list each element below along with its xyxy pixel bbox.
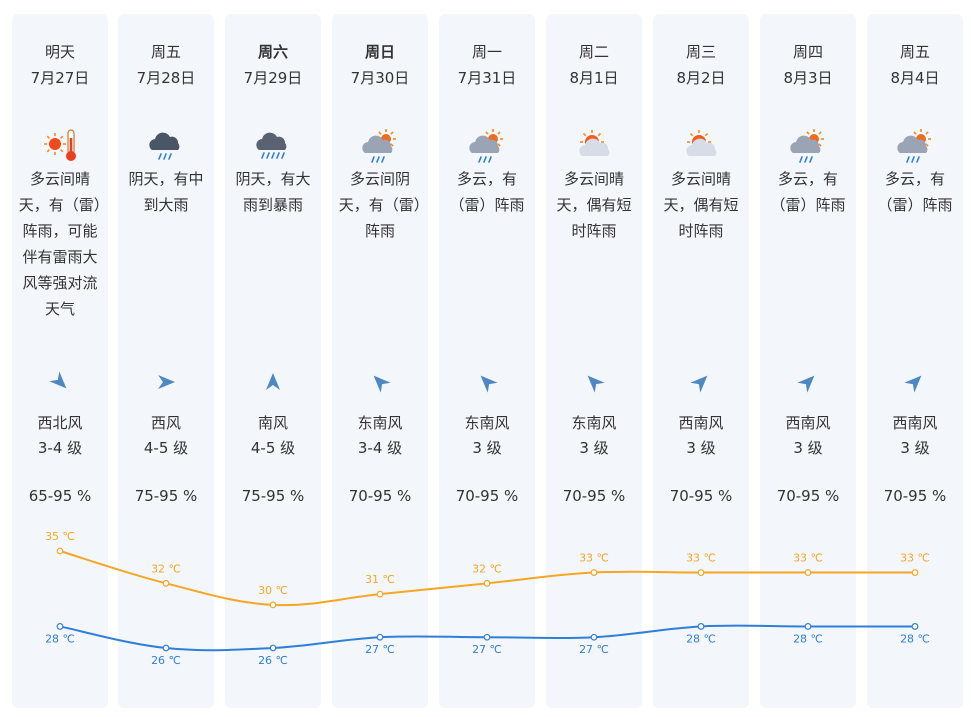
weekday-label: 周四	[792, 43, 823, 61]
weather-description: 多云间晴天，偶有短时阵雨	[663, 170, 739, 240]
cloudy-sun-rain-icon	[789, 126, 827, 164]
humidity: 70-95 %	[348, 487, 412, 505]
date-label: 8月1日	[569, 69, 619, 87]
humidity: 70-95 %	[883, 487, 947, 505]
weather-description: 阴天，有中到大雨	[128, 170, 204, 214]
weekday-label: 周五	[899, 43, 930, 61]
sun-cloud-shower-icon	[575, 126, 613, 164]
weather-description: 多云间阴天，有（雷）阵雨	[338, 170, 422, 240]
humidity: 70-95 %	[669, 487, 733, 505]
day-card: 周二 8月1日 多云间晴天，偶有短时阵雨 东南风 3 级 70-95 %	[546, 14, 642, 708]
wind-level: 3-4 级	[357, 439, 403, 457]
humidity: 75-95 %	[134, 487, 198, 505]
wind-direction: 西南风	[892, 414, 938, 432]
wind-direction-arrow-icon	[475, 370, 499, 394]
humidity: 75-95 %	[241, 487, 305, 505]
weather-description: 多云间晴天，偶有短时阵雨	[556, 170, 632, 240]
moderate-rain-icon	[147, 126, 185, 164]
cloudy-sun-rain-icon	[361, 126, 399, 164]
wind-direction: 西北风	[37, 414, 83, 432]
day-card: 周三 8月2日 多云间晴天，偶有短时阵雨 西南风 3 级 70-95 %	[653, 14, 749, 708]
wind-direction-arrow-icon	[689, 370, 713, 394]
date-label: 7月30日	[350, 69, 410, 87]
humidity: 70-95 %	[455, 487, 519, 505]
wind-direction-arrow-icon	[903, 370, 927, 394]
wind-direction-arrow-icon	[582, 370, 606, 394]
day-card: 周一 7月31日 多云，有（雷）阵雨 东南风 3 级 70-95 %	[439, 14, 535, 708]
wind-direction-arrow-icon	[154, 370, 178, 394]
wind-direction-arrow-icon	[261, 370, 285, 394]
day-card: 周四 8月3日 多云，有（雷）阵雨 西南风 3 级 70-95 %	[760, 14, 856, 708]
wind-direction-arrow-icon	[368, 370, 392, 394]
cloudy-sun-rain-icon	[468, 126, 506, 164]
wind-direction: 东南风	[464, 414, 510, 432]
weather-description: 多云间晴天，有（雷）阵雨，可能伴有雷雨大风等强对流天气	[18, 170, 102, 318]
weather-description: 多云，有（雷）阵雨	[449, 170, 525, 214]
wind-direction-arrow-icon	[796, 370, 820, 394]
weekday-label: 明天	[44, 43, 75, 61]
wind-level: 3 级	[793, 439, 823, 457]
wind-direction: 东南风	[357, 414, 403, 432]
cloudy-sun-rain-icon	[896, 126, 934, 164]
day-card: 周日 7月30日 多云间阴天，有（雷）阵雨 东南风 3-4 级 70-95 %	[332, 14, 428, 708]
wind-direction: 东南风	[571, 414, 617, 432]
sunny-hot-icon	[41, 126, 79, 164]
date-label: 7月31日	[457, 69, 517, 87]
weather-description: 阴天，有大雨到暴雨	[235, 170, 311, 214]
humidity: 65-95 %	[28, 487, 92, 505]
date-label: 8月3日	[783, 69, 833, 87]
wind-direction: 西南风	[678, 414, 724, 432]
wind-direction: 南风	[257, 414, 288, 432]
day-card: 周五 7月28日 阴天，有中到大雨 西风 4-5 级 75-95 %	[118, 14, 214, 708]
sun-cloud-shower-icon	[682, 126, 720, 164]
wind-level: 3 级	[579, 439, 609, 457]
wind-level: 3-4 级	[37, 439, 83, 457]
weekday-label: 周日	[364, 43, 395, 61]
wind-level: 3 级	[686, 439, 716, 457]
weekday-label: 周一	[471, 43, 502, 61]
wind-level: 3 级	[472, 439, 502, 457]
weekday-label: 周六	[257, 43, 288, 61]
weather-description: 多云，有（雷）阵雨	[877, 170, 953, 214]
weekday-label: 周五	[150, 43, 181, 61]
date-label: 7月29日	[243, 69, 303, 87]
date-label: 7月28日	[136, 69, 196, 87]
wind-level: 3 级	[900, 439, 930, 457]
heavy-rain-icon	[254, 126, 292, 164]
wind-direction: 西南风	[785, 414, 831, 432]
day-card: 明天 7月27日 多云间晴天，有（雷）阵雨，可能伴有雷雨大风等强对流天气 西北风…	[12, 14, 108, 708]
weekday-label: 周三	[685, 43, 716, 61]
humidity: 70-95 %	[562, 487, 626, 505]
day-card: 周六 7月29日 阴天，有大雨到暴雨 南风 4-5 级 75-95 %	[225, 14, 321, 708]
weekday-label: 周二	[578, 43, 609, 61]
humidity: 70-95 %	[776, 487, 840, 505]
date-label: 8月2日	[676, 69, 726, 87]
wind-level: 4-5 级	[250, 439, 296, 457]
wind-level: 4-5 级	[143, 439, 189, 457]
wind-direction-arrow-icon	[48, 370, 72, 394]
day-card: 周五 8月4日 多云，有（雷）阵雨 西南风 3 级 70-95 %	[867, 14, 963, 708]
wind-direction: 西风	[150, 414, 181, 432]
date-label: 8月4日	[890, 69, 940, 87]
weather-description: 多云，有（雷）阵雨	[770, 170, 846, 214]
date-label: 7月27日	[30, 69, 90, 87]
